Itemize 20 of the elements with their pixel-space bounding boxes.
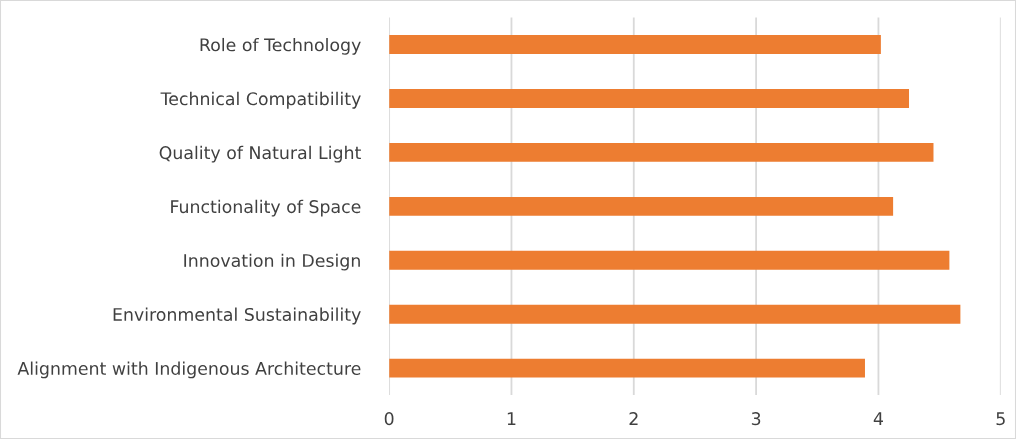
bar: [389, 358, 865, 378]
x-tick-label: 3: [751, 412, 761, 426]
y-tick-label: Innovation in Design: [184, 253, 360, 271]
x-tick-label: 2: [629, 412, 638, 425]
bar: [389, 35, 881, 54]
y-tick-label: Technical Compatibility: [160, 91, 361, 109]
x-tick-label: 0: [384, 412, 394, 426]
x-tick-label: 1: [507, 412, 516, 425]
y-tick-label: Quality of Natural Light: [159, 145, 361, 163]
y-tick-label: Role of Technology: [200, 37, 361, 55]
bar: [389, 89, 910, 108]
x-tick-label: 5: [996, 412, 1005, 426]
y-tick-label: Alignment with Indigenous Architecture: [17, 361, 361, 379]
x-tick-label: 4: [873, 412, 883, 425]
y-tick-label: Environmental Sustainability: [113, 307, 361, 325]
bar: [389, 196, 894, 216]
y-tick-label: Functionality of Space: [171, 199, 361, 217]
bar: [389, 250, 950, 270]
bar: [389, 142, 934, 162]
bar: [389, 304, 961, 324]
